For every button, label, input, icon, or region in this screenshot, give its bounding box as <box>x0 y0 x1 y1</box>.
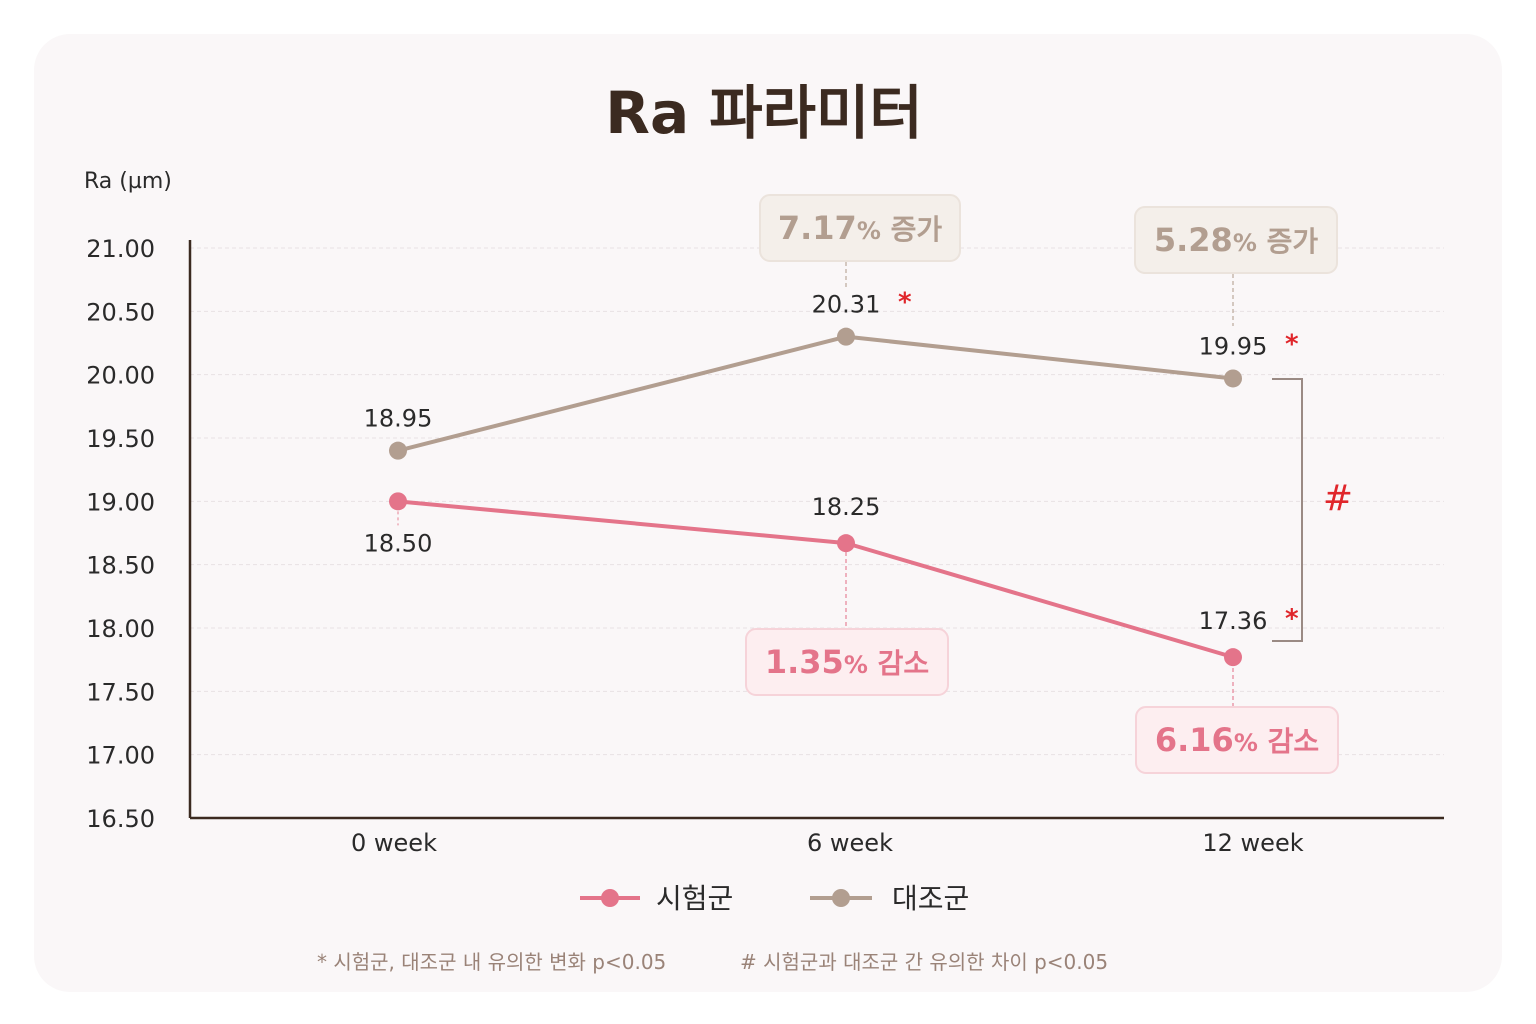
change-unit: % <box>1233 229 1257 257</box>
y-axis-label: Ra (µm) <box>84 169 172 194</box>
significance-star: * <box>1285 329 1299 359</box>
y-tick-label: 18.50 <box>86 552 155 580</box>
y-tick-label: 19.00 <box>86 488 155 516</box>
change-box-text: 1.35% 감소 <box>765 643 929 681</box>
legend-label-control: 대조군 <box>892 882 969 915</box>
legend-swatch-marker <box>601 889 619 907</box>
change-box-text: 6.16% 감소 <box>1155 721 1319 759</box>
legend-swatch-marker <box>832 889 850 907</box>
chart-card <box>34 34 1502 992</box>
change-box-control <box>759 194 961 262</box>
value-label-control: 20.31 <box>812 291 881 319</box>
value-label-test: 17.36 <box>1199 607 1268 635</box>
legend: 시험군 대조군 <box>580 882 969 915</box>
data-point-test <box>837 534 855 553</box>
bracket-line <box>1272 378 1303 642</box>
change-unit: % <box>857 217 881 245</box>
footnote: # 시험군과 대조군 간 유의한 차이 p<0.05 <box>740 950 1108 974</box>
data-point-control <box>837 327 855 346</box>
between-group-marker: # <box>1323 478 1353 519</box>
x-tick-label: 0 week <box>351 829 437 857</box>
data-point-test <box>1224 648 1242 667</box>
y-tick-label: 17.00 <box>86 742 155 770</box>
series-line-control <box>397 334 1234 453</box>
significance-star: * <box>898 288 912 318</box>
x-tick-label: 12 week <box>1202 829 1303 857</box>
change-boxes: 1.35% 감소6.16% 감소7.17% 증가 5.28% 증가 <box>745 194 1339 774</box>
change-value: 6.16 <box>1155 721 1234 759</box>
y-tick-label: 18.00 <box>86 615 155 643</box>
change-box-text: 7.17% 증가 <box>778 209 943 247</box>
y-tick-label: 20.00 <box>86 362 155 390</box>
value-labels: 18.95 20.31 * 19.95 * 18.50 18.25 17.36 * <box>364 288 1299 635</box>
value-label-control: 18.95 <box>364 405 433 433</box>
change-direction: 감소 <box>1258 725 1319 758</box>
change-guides <box>397 262 1234 707</box>
significance-star: * <box>1285 604 1299 634</box>
footnote: * 시험군, 대조군 내 유의한 변화 p<0.05 <box>317 950 666 974</box>
value-label-test: 18.25 <box>812 493 881 521</box>
value-label-test: 18.50 <box>364 529 433 557</box>
data-point-test <box>389 492 407 511</box>
value-label-control: 19.95 <box>1199 332 1268 360</box>
footnotes: * 시험군, 대조군 내 유의한 변화 p<0.05 # 시험군과 대조군 간 유… <box>317 950 1108 974</box>
legend-label-test: 시험군 <box>656 882 733 915</box>
data-point-control <box>1224 369 1242 388</box>
change-box-test <box>1135 706 1339 774</box>
change-box-test <box>745 628 949 696</box>
change-direction: 증가 <box>1257 225 1319 258</box>
change-box-text: 5.28% 증가 <box>1154 221 1319 259</box>
y-tick-label: 21.00 <box>86 235 155 263</box>
y-tick-label: 17.50 <box>86 678 155 706</box>
change-direction: 감소 <box>868 647 929 680</box>
y-tick-label: 20.50 <box>86 298 155 326</box>
change-unit: % <box>844 651 868 679</box>
change-direction: 증가 <box>881 213 943 246</box>
group-difference-bracket: # <box>1272 378 1353 642</box>
axes: 21.00 20.50 20.00 19.50 19.00 18.50 18.00 17.50… <box>86 235 1444 857</box>
change-unit: % <box>1234 729 1258 757</box>
y-tick-label: 16.50 <box>86 805 155 833</box>
data-point-control <box>389 441 407 460</box>
change-value: 7.17 <box>778 209 857 247</box>
y-tick-label: 19.50 <box>86 425 155 453</box>
series-lines <box>389 327 1242 667</box>
x-tick-label: 6 week <box>807 829 893 857</box>
change-box-control <box>1134 206 1338 274</box>
chart-title: Ra 파라미터 <box>605 79 922 147</box>
change-value: 5.28 <box>1154 221 1233 259</box>
change-value: 1.35 <box>765 643 844 681</box>
